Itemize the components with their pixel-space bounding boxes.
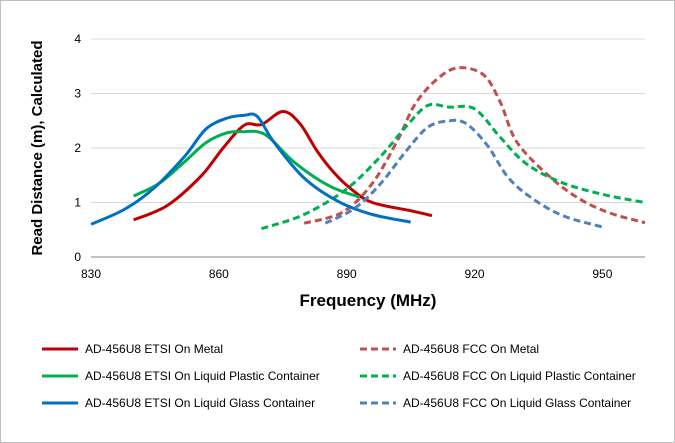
legend: AD-456U8 ETSI On Metal AD-456U8 FCC On Me… xyxy=(42,342,636,410)
legend-label: AD-456U8 FCC On Liquid Plastic Container xyxy=(403,369,636,383)
x-tick-label: 950 xyxy=(592,267,612,281)
y-tick-label: 0 xyxy=(74,250,81,264)
x-tick-label: 890 xyxy=(337,267,357,281)
series-lines xyxy=(90,66,646,231)
y-axis-ticks: 0 1 2 3 4 xyxy=(74,32,81,264)
series-line-3 xyxy=(132,129,361,199)
legend-label: AD-456U8 ETSI On Liquid Plastic Containe… xyxy=(85,369,320,383)
series-line-5 xyxy=(90,112,411,226)
x-tick-label: 860 xyxy=(209,267,229,281)
series-line-2 xyxy=(303,66,646,225)
y-tick-label: 3 xyxy=(74,87,81,101)
y-tick-label: 2 xyxy=(74,141,81,155)
x-tick-label: 920 xyxy=(465,267,485,281)
legend-label: AD-456U8 FCC On Liquid Glass Container xyxy=(403,396,631,410)
y-axis-title: Read Distance (m), Calculated xyxy=(29,40,46,255)
legend-label: AD-456U8 ETSI On Metal xyxy=(85,342,223,356)
legend-label: AD-456U8 ETSI On Liquid Glass Container xyxy=(85,396,315,410)
series-line-4 xyxy=(261,102,646,231)
series-line-6 xyxy=(324,118,603,229)
x-axis-title: Frequency (MHz) xyxy=(300,291,437,310)
legend-label: AD-456U8 FCC On Metal xyxy=(403,342,539,356)
y-tick-label: 4 xyxy=(74,32,81,46)
x-tick-label: 830 xyxy=(81,267,101,281)
y-tick-label: 1 xyxy=(74,196,81,210)
series-line-1 xyxy=(133,110,433,222)
x-axis-ticks: 830 860 890 920 950 xyxy=(81,267,613,281)
gridlines xyxy=(91,38,645,203)
